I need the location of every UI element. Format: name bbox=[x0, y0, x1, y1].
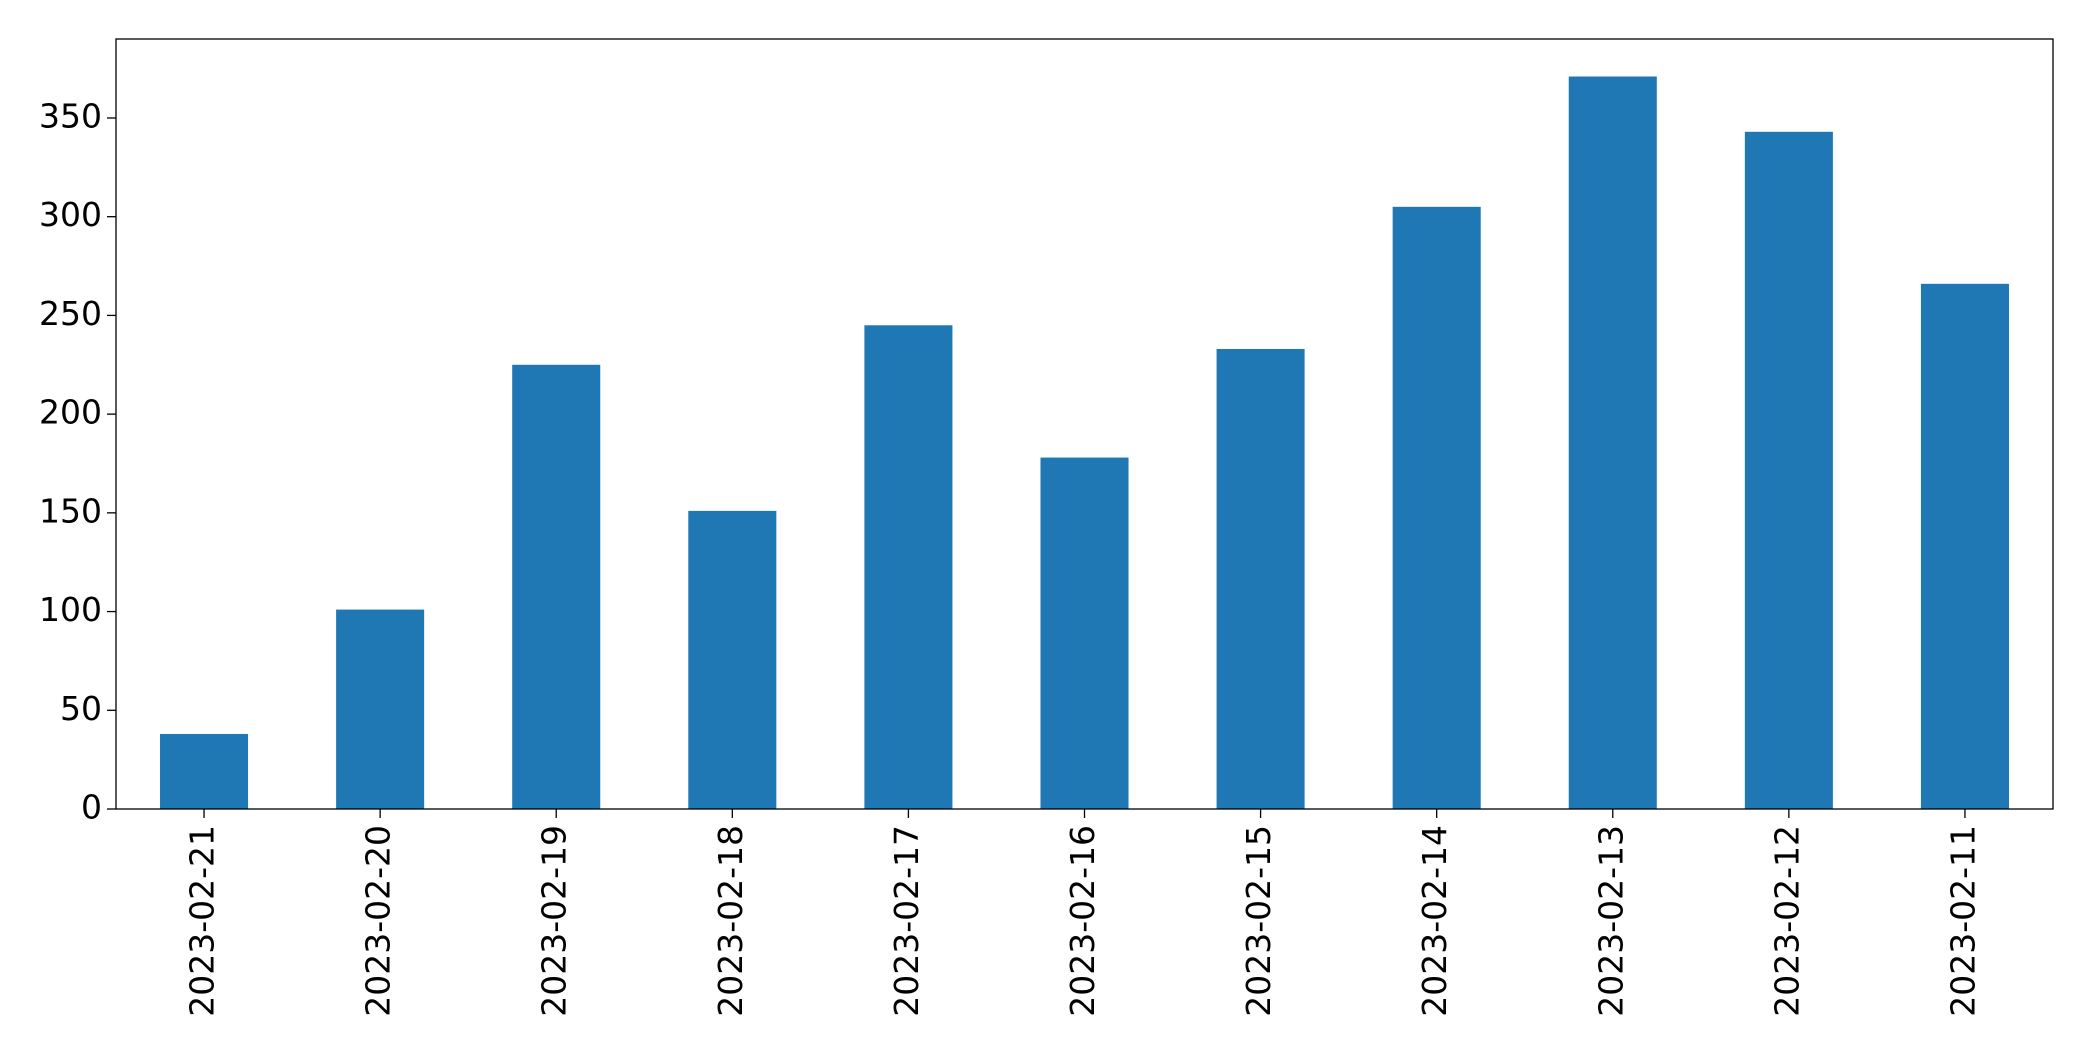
bar bbox=[864, 325, 953, 809]
x-tick-label: 2023-02-15 bbox=[1239, 825, 1278, 1017]
y-tick-label: 100 bbox=[39, 590, 102, 629]
x-tick-label: 2023-02-21 bbox=[183, 825, 222, 1017]
x-tick-label: 2023-02-11 bbox=[1943, 825, 1982, 1017]
x-tick-label: 2023-02-13 bbox=[1591, 825, 1630, 1017]
x-tick-label: 2023-02-14 bbox=[1415, 825, 1454, 1017]
bar bbox=[1744, 131, 1833, 810]
y-tick-label: 300 bbox=[39, 195, 102, 234]
y-tick-label: 350 bbox=[39, 96, 102, 135]
bar bbox=[688, 510, 777, 809]
y-tick-label: 200 bbox=[39, 393, 102, 432]
y-tick-label: 50 bbox=[60, 689, 102, 728]
y-tick-label: 150 bbox=[39, 491, 102, 530]
x-tick-label: 2023-02-12 bbox=[1767, 825, 1806, 1017]
bar bbox=[160, 733, 249, 809]
x-tick-label: 2023-02-20 bbox=[359, 825, 398, 1017]
x-tick-label: 2023-02-19 bbox=[535, 825, 574, 1017]
y-tick-label: 0 bbox=[81, 788, 102, 827]
plot-frame bbox=[115, 38, 2054, 810]
x-tick-label: 2023-02-16 bbox=[1063, 825, 1102, 1017]
bar bbox=[1040, 457, 1129, 809]
x-tick-label: 2023-02-17 bbox=[887, 825, 926, 1017]
y-tick-label: 250 bbox=[39, 294, 102, 333]
bar bbox=[1216, 348, 1305, 809]
bar bbox=[1920, 283, 2009, 809]
bar bbox=[1568, 76, 1657, 809]
bar bbox=[1392, 206, 1481, 810]
bar bbox=[512, 364, 601, 809]
bar bbox=[336, 609, 425, 809]
x-tick-label: 2023-02-18 bbox=[711, 825, 750, 1017]
